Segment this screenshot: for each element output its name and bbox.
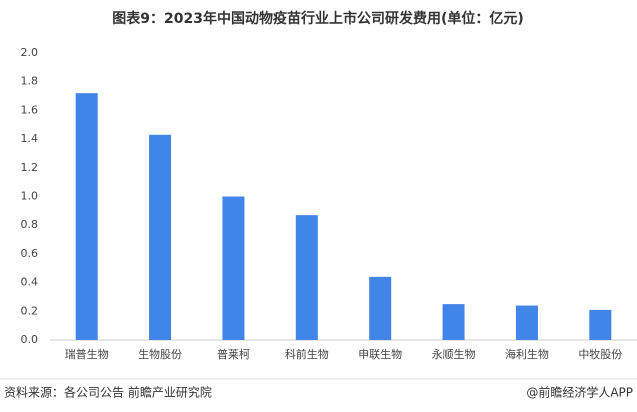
credit: @前瞻经济学人APP	[526, 385, 633, 400]
y-tick-label: 0.6	[21, 247, 39, 260]
bar	[515, 305, 538, 340]
bar	[589, 309, 612, 340]
bar	[442, 304, 465, 340]
y-tick-label: 0.0	[21, 333, 39, 346]
y-tick-label: 0.2	[21, 304, 39, 317]
y-tick-label: 1.2	[21, 161, 39, 174]
y-tick-label: 2.0	[21, 46, 39, 59]
x-tick-label: 瑞普生物	[65, 347, 109, 361]
y-tick-label: 0.8	[21, 218, 39, 231]
y-tick-label: 1.0	[21, 190, 39, 203]
bar	[149, 134, 172, 340]
x-tick-label: 中牧股份	[578, 347, 622, 361]
bar	[295, 215, 318, 340]
x-tick-label: 普莱柯	[217, 347, 250, 361]
x-tick-label: 海利生物	[505, 347, 549, 361]
y-tick-label: 0.4	[21, 276, 39, 289]
chart-title: 图表9：2023年中国动物疫苗行业上市公司研发费用(单位：亿元)	[112, 10, 524, 27]
y-tick-label: 1.4	[21, 132, 39, 145]
source: 资料来源：各公司公告 前瞻产业研究院	[4, 385, 212, 400]
x-tick-label: 科前生物	[285, 347, 329, 361]
bar	[222, 196, 245, 340]
x-tick-label: 申联生物	[358, 347, 402, 361]
bar	[369, 276, 392, 340]
bar	[75, 93, 98, 341]
y-tick-label: 1.8	[21, 75, 39, 88]
y-tick-label: 1.6	[21, 103, 39, 116]
x-tick-label: 永顺生物	[432, 347, 476, 361]
x-tick-label: 生物股份	[138, 347, 182, 361]
